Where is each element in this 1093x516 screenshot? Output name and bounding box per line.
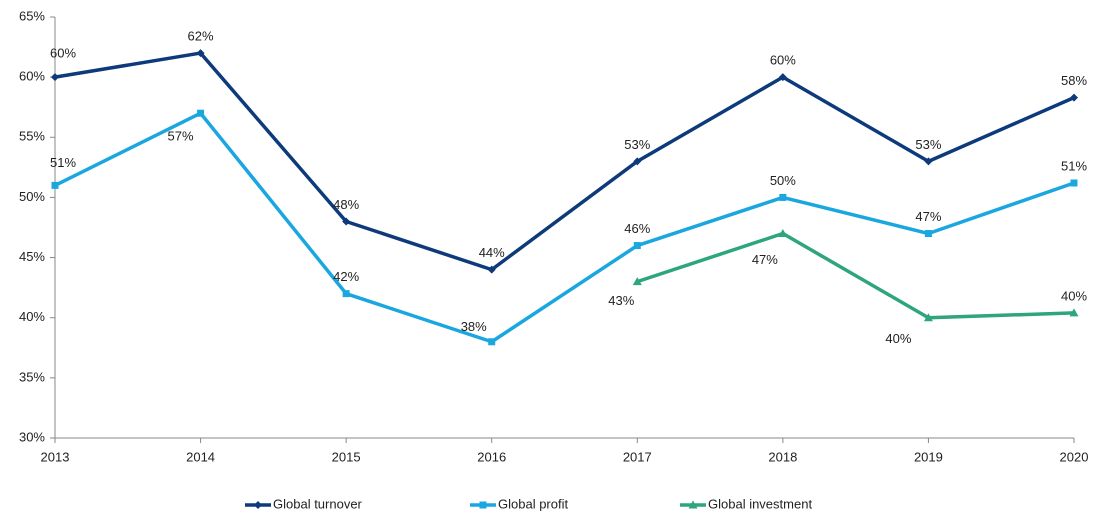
- data-label: 62%: [188, 29, 214, 44]
- data-label: 57%: [168, 129, 194, 144]
- legend-label: Global investment: [708, 496, 812, 511]
- data-point: [632, 277, 642, 286]
- data-point: [778, 229, 788, 238]
- data-label: 53%: [915, 137, 941, 152]
- x-tick-label: 2014: [186, 449, 215, 464]
- data-label: 51%: [50, 155, 76, 170]
- series-line: [636, 231, 1075, 320]
- data-point: [342, 217, 351, 226]
- legend-marker: [479, 501, 487, 509]
- data-point: [197, 109, 205, 117]
- data-point: [342, 290, 350, 298]
- y-tick-label: 45%: [19, 249, 45, 264]
- data-point: [633, 157, 642, 166]
- data-label: 43%: [608, 293, 634, 308]
- x-tick-label: 2018: [768, 449, 797, 464]
- data-label: 40%: [885, 331, 911, 346]
- y-tick-label: 55%: [19, 129, 45, 144]
- x-tick-label: 2015: [332, 449, 361, 464]
- data-label: 53%: [624, 137, 650, 152]
- y-tick-label: 60%: [19, 69, 45, 84]
- data-label: 38%: [461, 319, 487, 334]
- data-label: 58%: [1061, 73, 1087, 88]
- data-label: 46%: [624, 221, 650, 236]
- data-point: [778, 73, 787, 82]
- data-point: [196, 49, 205, 58]
- data-label: 40%: [1061, 288, 1087, 303]
- data-point: [488, 338, 496, 346]
- data-point: [924, 230, 932, 238]
- data-point: [487, 265, 496, 274]
- x-tick-label: 2016: [477, 449, 506, 464]
- y-tick-label: 35%: [19, 369, 45, 384]
- data-label: 44%: [479, 245, 505, 260]
- data-label: 60%: [50, 46, 76, 61]
- data-label: 47%: [915, 209, 941, 224]
- y-tick-label: 50%: [19, 189, 45, 204]
- data-point: [1070, 179, 1078, 187]
- data-point: [1069, 308, 1079, 317]
- y-tick-label: 30%: [19, 429, 45, 444]
- x-tick-label: 2013: [41, 449, 70, 464]
- x-tick-label: 2017: [623, 449, 652, 464]
- data-label: 47%: [752, 252, 778, 267]
- data-point: [923, 313, 933, 322]
- y-tick-label: 40%: [19, 309, 45, 324]
- legend-label: Global turnover: [273, 496, 363, 511]
- x-tick-label: 2019: [914, 449, 943, 464]
- data-label: 50%: [770, 173, 796, 188]
- data-point: [779, 193, 787, 201]
- legend-marker: [254, 501, 262, 509]
- legend-label: Global profit: [498, 496, 568, 511]
- data-point: [51, 181, 59, 189]
- legend-marker: [688, 500, 698, 509]
- data-point: [1070, 93, 1078, 102]
- data-point: [633, 242, 641, 250]
- data-label: 51%: [1061, 158, 1087, 173]
- data-point: [924, 157, 933, 166]
- x-tick-label: 2020: [1060, 449, 1089, 464]
- data-label: 48%: [333, 197, 359, 212]
- data-point: [51, 73, 59, 82]
- series-line: [54, 111, 1075, 344]
- y-tick-label: 65%: [19, 8, 45, 23]
- series-line: [54, 51, 1075, 272]
- data-label: 42%: [333, 269, 359, 284]
- data-label: 60%: [770, 53, 796, 68]
